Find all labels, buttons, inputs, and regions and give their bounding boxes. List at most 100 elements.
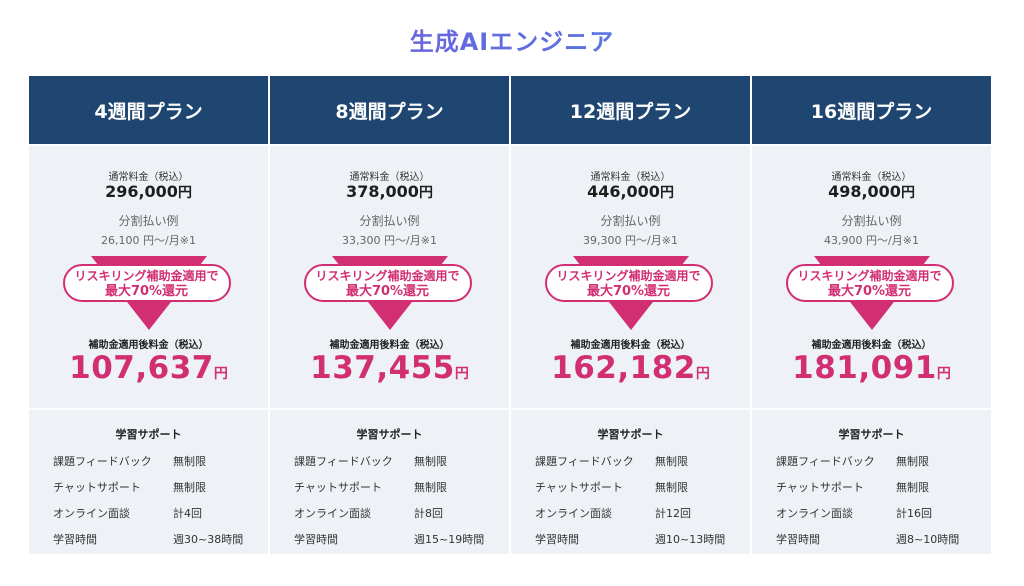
support-title: 学習サポート: [115, 428, 182, 441]
split-payment-label: 分割払い例: [841, 214, 902, 228]
support-item-label: 課題フィードバック: [535, 455, 634, 468]
subsidy-badge: リスキリング補助金適用で 最大70%還元: [62, 264, 231, 302]
normal-price: 498,000円: [752, 182, 991, 202]
subsidy-badge-line1: リスキリング補助金適用で: [797, 269, 942, 283]
support-row: チャットサポート 無制限: [294, 474, 503, 500]
support-row: チャットサポート 無制限: [776, 474, 985, 500]
normal-price: 446,000円: [511, 182, 750, 202]
support-row: 学習時間 週30~38時間: [53, 526, 262, 552]
support-item-value: 週8~10時間: [896, 533, 960, 546]
support-item-label: オンライン面談: [535, 507, 612, 520]
support-item-value: 無制限: [655, 455, 688, 468]
support-row: オンライン面談 計12回: [535, 500, 744, 526]
split-payment-amount: 43,900 円〜/月※1: [824, 234, 919, 247]
subsidy-badge: リスキリング補助金適用で 最大70%還元: [544, 264, 713, 302]
after-subsidy-price-yen: 円: [936, 366, 951, 382]
support-item-label: 課題フィードバック: [776, 455, 875, 468]
support-item-value: 無制限: [173, 481, 206, 494]
after-subsidy-price-value: 137,455: [310, 350, 455, 386]
split-payment-label: 分割払い例: [600, 214, 661, 228]
support-item-label: 学習時間: [294, 533, 338, 546]
support-row: チャットサポート 無制限: [53, 474, 262, 500]
split-payment-label: 分割払い例: [118, 214, 179, 228]
support-list: 課題フィードバック 無制限チャットサポート 無制限オンライン面談 計8回学習時間 週15…: [294, 448, 503, 552]
split-payment-amount: 39,300 円〜/月※1: [583, 234, 678, 247]
support-panel: 学習サポート 課題フィードバック 無制限 チャットサポート 無制限 オンライン面談 計12…: [511, 410, 750, 554]
support-item-label: 学習時間: [535, 533, 579, 546]
support-item-value: 計4回: [173, 507, 202, 520]
subsidy-badge: リスキリング補助金適用で 最大70%還元: [785, 264, 954, 302]
support-list: 課題フィードバック 無制限 チャットサポート 無制限 オンライン面談 計4回 学習時間 週30…: [53, 448, 262, 552]
support-row: オンライン面談 計8回: [294, 500, 503, 526]
after-subsidy-price-value: 162,182: [551, 350, 696, 386]
support-item-label: オンライン面談: [53, 507, 130, 520]
split-payment-amount: 26,100 円〜/月※1: [101, 234, 196, 247]
plan-name: 16週間プラン: [810, 100, 933, 123]
support-item-value: 週30~38時間: [173, 533, 244, 546]
after-subsidy-price-yen: 円: [454, 366, 469, 382]
support-row: 課題フィードバック 無制限: [776, 448, 985, 474]
support-row: オンライン面談 計4回: [53, 500, 262, 526]
support-row: 課題フィードバック 無制限: [53, 448, 262, 474]
subsidy-badge: リスキリング補助金適用で 最大70%還元: [303, 264, 472, 302]
after-subsidy-price-value: 181,091: [792, 350, 937, 386]
support-item-label: チャットサポート: [294, 481, 382, 494]
support-item-label: 学習時間: [53, 533, 97, 546]
support-row: 課題フィードバック 無制限: [294, 448, 503, 474]
support-item-label: チャットサポート: [776, 481, 864, 494]
after-subsidy-price-yen: 円: [213, 366, 228, 382]
normal-price-label: 通常料金（税込）: [831, 172, 912, 183]
plan-name: 4週間プラン: [94, 100, 203, 123]
plan-column: 8週間プラン 通常料金（税込） 378,000円 分割払い例 33,300 円〜…: [270, 76, 509, 554]
subsidy-badge-line2: 最大70%還元: [586, 284, 671, 299]
normal-price-yen: 円: [900, 185, 915, 201]
support-row: チャットサポート 無制限: [535, 474, 744, 500]
subsidy-badge-line2: 最大70%還元: [104, 284, 189, 299]
normal-price-yen: 円: [418, 185, 433, 201]
plan-column: 16週間プラン 通常料金（税込） 498,000円 分割払い例 43,900 円…: [752, 76, 991, 554]
plan-comparison-table: 4週間プラン 通常料金（税込） 296,000円 分割払い例 26,100 円〜…: [29, 76, 991, 554]
support-item-value: 計16回: [896, 507, 932, 520]
normal-price-label: 通常料金（税込）: [590, 172, 671, 183]
subsidy-badge-line1: リスキリング補助金適用で: [556, 269, 701, 283]
support-item-label: チャットサポート: [535, 481, 623, 494]
support-item-value: 無制限: [896, 455, 929, 468]
support-list: 課題フィードバック 無制限 チャットサポート 無制限 オンライン面談 計16回 学習時間 週8…: [776, 448, 985, 552]
support-item-value: 計12回: [655, 507, 691, 520]
subsidy-badge-line2: 最大70%還元: [827, 284, 912, 299]
plan-column: 4週間プラン 通常料金（税込） 296,000円 分割払い例 26,100 円〜…: [29, 76, 268, 554]
support-row: 課題フィードバック 無制限: [535, 448, 744, 474]
after-subsidy-label: 補助金適用後料金（税込）: [88, 340, 209, 351]
normal-price-value: 378,000: [346, 182, 419, 201]
plan-name: 8週間プラン: [335, 100, 444, 123]
normal-price: 296,000円: [29, 182, 268, 202]
plan-column: 12週間プラン 通常料金（税込） 446,000円 分割払い例 39,300 円…: [511, 76, 750, 554]
after-subsidy-price: 181,091円: [752, 350, 991, 386]
support-item-label: オンライン面談: [294, 507, 371, 520]
after-subsidy-price: 162,182円: [511, 350, 750, 386]
support-item-label: 学習時間: [776, 533, 820, 546]
split-payment-label: 分割払い例: [359, 214, 420, 228]
after-subsidy-price-value: 107,637: [69, 350, 214, 386]
subsidy-badge-line2: 最大70%還元: [345, 284, 430, 299]
normal-price-label: 通常料金（税込）: [349, 172, 430, 183]
normal-price-value: 498,000: [828, 182, 901, 201]
after-subsidy-price-yen: 円: [695, 366, 710, 382]
support-item-value: 無制限: [655, 481, 688, 494]
support-row: オンライン面談 計16回: [776, 500, 985, 526]
support-item-label: 課題フィードバック: [53, 455, 152, 468]
plan-header: 12週間プラン: [511, 76, 750, 144]
normal-price-value: 296,000: [105, 182, 178, 201]
normal-price-yen: 円: [659, 185, 674, 201]
subsidy-badge-line1: リスキリング補助金適用で: [74, 269, 219, 283]
support-row: 学習時間 週8~10時間: [776, 526, 985, 552]
support-item-value: 週15~19時間: [414, 533, 485, 546]
price-panel: 通常料金（税込） 498,000円 分割払い例 43,900 円〜/月※1 リス…: [752, 146, 991, 408]
support-item-value: 無制限: [414, 481, 447, 494]
plan-name: 12週間プラン: [569, 100, 692, 123]
support-panel: 学習サポート 課題フィードバック 無制限 チャットサポート 無制限 オンライン面談 計4回…: [29, 410, 268, 554]
support-item-value: 無制限: [173, 455, 206, 468]
after-subsidy-price: 107,637円: [29, 350, 268, 386]
after-subsidy-label: 補助金適用後料金（税込）: [329, 340, 450, 351]
subsidy-badge-line1: リスキリング補助金適用で: [315, 269, 460, 283]
